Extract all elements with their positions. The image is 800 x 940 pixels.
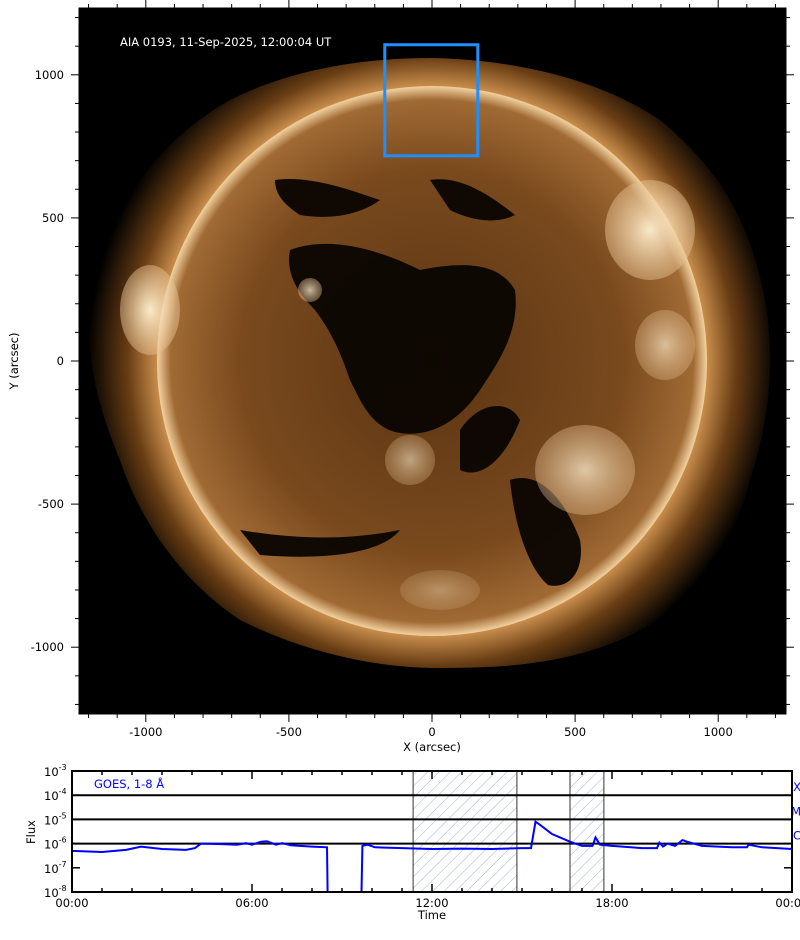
- class-label-c: C: [793, 829, 800, 843]
- y-tick-label: -500: [38, 497, 64, 511]
- y-tick-label: 1000: [35, 68, 64, 82]
- image-xlabel: X (arcsec): [403, 740, 461, 754]
- image-ylabel: Y (arcsec): [7, 333, 21, 391]
- image-axes: -1000 -500 0 500 1000 -1000 -500 0 500 1000: [31, 0, 794, 739]
- x-tick-label: 500: [564, 725, 586, 739]
- y-tick-label: 10-3: [44, 763, 67, 779]
- y-tick-label: 10-5: [44, 811, 67, 827]
- flare-class-lines: XMC: [72, 780, 800, 845]
- y-tick-label: 0: [57, 354, 64, 368]
- y-tick-label: 500: [42, 211, 64, 225]
- x-tick-label: 00:00: [775, 896, 800, 910]
- region-box[interactable]: [383, 43, 480, 158]
- goes-flux-line: [71, 819, 793, 893]
- x-tick-label: 1000: [704, 725, 733, 739]
- x-tick-label: -1000: [129, 725, 162, 739]
- x-tick-label: 06:00: [235, 896, 268, 910]
- active-regions: [120, 180, 695, 610]
- class-label-x: X: [793, 780, 800, 794]
- x-tick-label: -500: [276, 725, 302, 739]
- class-label-m: M: [791, 804, 800, 818]
- shaded-intervals: [412, 770, 605, 893]
- x-tick-label: 00:00: [55, 896, 88, 910]
- x-tick-label: 18:00: [595, 896, 628, 910]
- x-tick-label: 0: [428, 725, 435, 739]
- coronal-holes: [240, 179, 581, 586]
- goes-plot: XMC 00:00 06:00 12:00 18:00 00:00 10-3 10-4 10-…: [24, 763, 800, 922]
- goes-xlabel: Time: [417, 908, 446, 922]
- goes-ylabel: Flux: [24, 820, 38, 844]
- y-tick-label: 10-6: [44, 836, 67, 852]
- y-tick-label: 10-4: [44, 787, 67, 803]
- goes-legend: GOES, 1-8 Å: [94, 776, 164, 791]
- y-tick-label: -1000: [31, 640, 64, 654]
- solar-image: AIA 0193, 11-Sep-2025, 12:00:04 UT: [79, 8, 786, 714]
- image-title: AIA 0193, 11-Sep-2025, 12:00:04 UT: [120, 35, 332, 49]
- shaded-interval: [569, 770, 605, 893]
- shaded-interval: [412, 770, 518, 893]
- x-tick-label: 12:00: [415, 896, 448, 910]
- y-tick-label: 10-7: [44, 860, 67, 876]
